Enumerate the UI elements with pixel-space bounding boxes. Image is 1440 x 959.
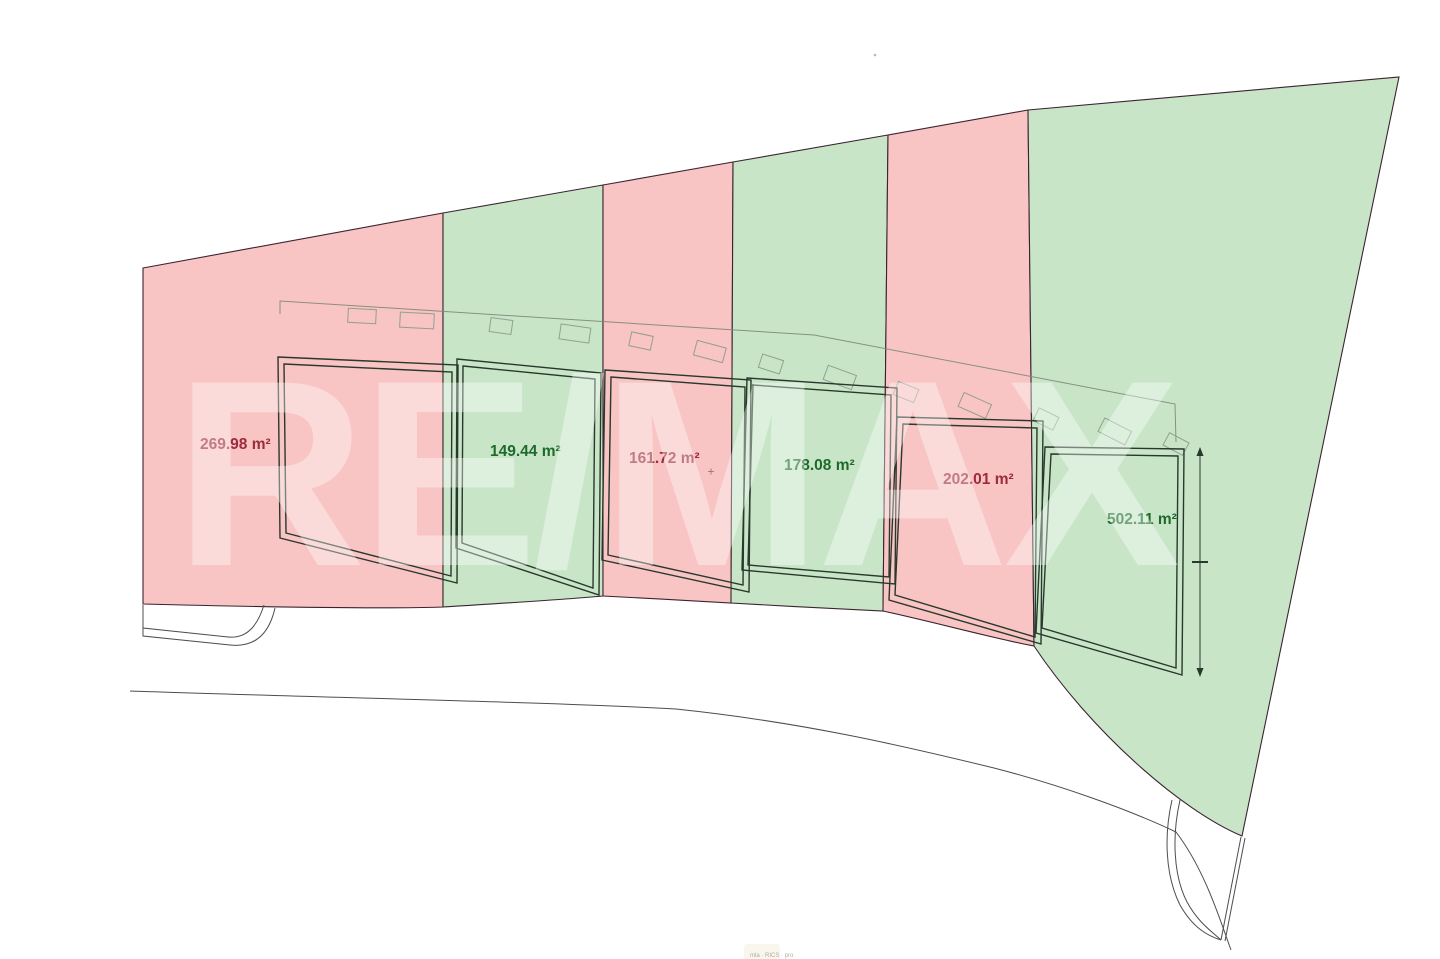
svg-text:mla · RICS · pro: mla · RICS · pro [750, 953, 794, 959]
svg-text:RE/MAX: RE/MAX [175, 326, 1182, 622]
